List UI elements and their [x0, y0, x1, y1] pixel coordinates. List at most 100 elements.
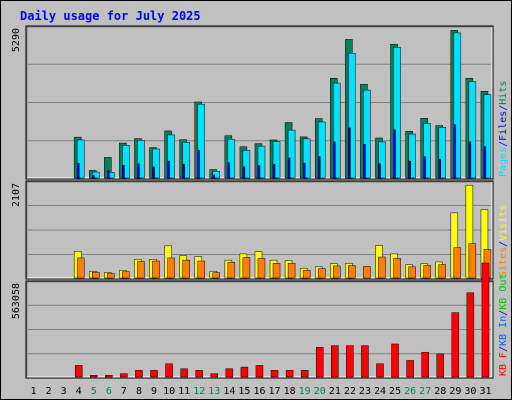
bar-files [453, 124, 457, 179]
legend-entry: KB F [498, 352, 509, 376]
bar-kb-f [255, 365, 264, 378]
legend-entry: / [498, 105, 509, 111]
bar-files [393, 129, 396, 179]
x-tick-label: 13 [208, 386, 220, 397]
bar-files [152, 166, 155, 179]
bar-sites [257, 258, 266, 279]
bar-sites [152, 260, 160, 279]
legend-entry: Files [498, 111, 509, 141]
bar-sites [363, 266, 371, 279]
x-tick-label: 25 [389, 386, 401, 397]
y-max-label: 2107 [11, 183, 22, 207]
bar-pages [302, 138, 311, 179]
bar-kb-f [315, 347, 324, 378]
bar-sites [438, 264, 446, 279]
bar-pages [272, 141, 281, 179]
bar-pages [438, 127, 446, 179]
bar-kb-f [391, 343, 399, 378]
bar-sites [348, 265, 356, 279]
bar-sites [272, 263, 281, 279]
bar-kb-f [436, 353, 444, 378]
legend-1: Sites/Visits [498, 205, 509, 277]
bar-sites [107, 273, 115, 279]
chart-title: Daily usage for July 2025 [20, 9, 201, 23]
bar-sites [408, 266, 416, 279]
bar-kb-f [120, 373, 128, 378]
bar-kb-f [180, 368, 188, 378]
bar-files [92, 174, 95, 179]
bar-files [227, 162, 231, 179]
bar-sites [137, 261, 145, 279]
bar-sites [92, 271, 100, 279]
x-tick-label: 5 [91, 386, 97, 397]
x-tick-label: 17 [269, 386, 281, 397]
bar-files [348, 127, 351, 179]
x-tick-label: 1 [31, 386, 37, 397]
x-tick-label: 26 [404, 386, 416, 397]
bar-pages [408, 133, 416, 179]
x-tick-label: 9 [151, 386, 157, 397]
bar-sites [167, 257, 175, 279]
x-tick-label: 8 [136, 386, 142, 397]
x-tick-label: 20 [314, 386, 326, 397]
x-tick-label: 4 [76, 386, 82, 397]
x-tick-label: 22 [344, 386, 356, 397]
bar-kb-f [421, 351, 429, 378]
x-tick-label: 31 [479, 386, 491, 397]
bar-kb-f [195, 370, 203, 378]
bar-pages [197, 103, 205, 179]
bar-files [363, 143, 366, 179]
y-max-label: 5290 [11, 28, 22, 52]
bar-kb-f [406, 360, 414, 378]
x-tick-label: 15 [238, 386, 250, 397]
bar-kb-f [210, 373, 219, 378]
bar-files [242, 166, 246, 179]
bar-pages [423, 123, 431, 179]
bar-sites [212, 272, 221, 279]
bar-sites [197, 260, 205, 279]
legend-entry: KB In [498, 316, 509, 346]
x-tick-label: 14 [223, 386, 235, 397]
bar-pages [122, 145, 130, 179]
bar-kb-f [376, 363, 384, 378]
legend-entry: / [498, 310, 509, 316]
bar-pages [363, 89, 371, 179]
bar-kb-f [225, 368, 234, 378]
bar-pages [287, 129, 296, 179]
bar-files [212, 174, 216, 179]
bar-kb-f [135, 370, 143, 378]
x-tick-label: 24 [374, 386, 386, 397]
x-tick-label: 19 [299, 386, 311, 397]
bar-files [107, 170, 110, 179]
bar-files [317, 156, 321, 179]
x-tick-label: 27 [419, 386, 431, 397]
bar-files [167, 160, 170, 179]
bar-sites [453, 247, 462, 279]
bar-sites [423, 265, 431, 279]
bar-pages [317, 121, 326, 179]
bar-files [122, 165, 125, 179]
x-tick-label: 10 [163, 386, 175, 397]
legend-entry: Visits [498, 205, 509, 241]
bar-files [438, 158, 441, 179]
bar-kb-f [285, 370, 294, 378]
legend-0: Pages/Files/Hits [498, 81, 509, 177]
bar-pages [242, 150, 251, 179]
bar-sites [227, 262, 236, 279]
bar-sites [76, 257, 85, 279]
bar-pages [212, 170, 221, 179]
bar-pages [453, 32, 462, 179]
x-tick-label: 7 [121, 386, 127, 397]
legend-entry: / [498, 346, 509, 352]
x-tick-label: 28 [434, 386, 446, 397]
bar-files [468, 141, 472, 179]
bar-files [76, 163, 80, 179]
bar-kb-f [240, 366, 249, 378]
x-tick-label: 23 [359, 386, 371, 397]
bar-kb-f [300, 370, 309, 378]
bar-kb-f [74, 365, 83, 378]
bar-files [272, 163, 276, 179]
legend-entry: / [498, 141, 509, 147]
bar-kb-f [165, 363, 173, 378]
